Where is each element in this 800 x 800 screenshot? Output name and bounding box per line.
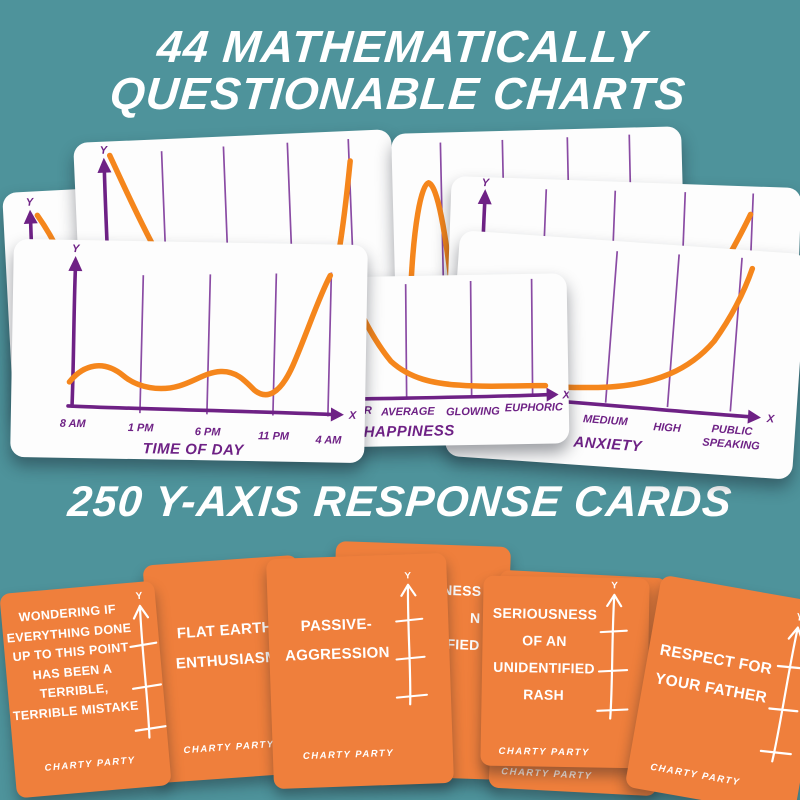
y-axis xyxy=(70,266,78,408)
y-axis-line xyxy=(129,604,167,739)
x-axis-label: X xyxy=(765,413,775,426)
y-axis-label: Y xyxy=(26,196,36,208)
y-axis-label: Y xyxy=(72,243,81,255)
chart-card-time-of-day: Y X 8 AM 1 PM 6 PM 11 PM 4 AM TIME OF DA… xyxy=(10,238,368,464)
card-y-axis: Y xyxy=(596,580,629,720)
y-axis-arrow-icon xyxy=(68,256,83,272)
happiness-tick-euphoric: EUPHORIC xyxy=(505,401,564,414)
y-axis-label: Y xyxy=(404,571,412,582)
x-axis xyxy=(66,404,334,417)
x-axis-arrow-icon xyxy=(330,407,344,422)
rash-text: SERIOUSNESS OF AN UNIDENTIFIED RASH xyxy=(483,600,605,710)
y-axis-label: Y xyxy=(482,177,491,189)
x-axis-arrow-icon xyxy=(747,409,761,424)
card-y-axis: Y xyxy=(759,612,800,763)
headline-charts-line2: QUESTIONABLE CHARTS xyxy=(107,67,689,119)
y-axis-line xyxy=(759,626,800,763)
time-tick-4am: 4 AM xyxy=(314,434,342,446)
anxiety-tick-medium: MEDIUM xyxy=(583,413,629,428)
gridlines xyxy=(139,272,333,417)
orange-curve xyxy=(66,272,334,398)
gridlines xyxy=(358,278,534,399)
passive-aggression-text: PASSIVE- AGGRESSION xyxy=(272,609,402,671)
passive-aggression-line: AGGRESSION xyxy=(284,643,391,665)
headline-charts: 44 MATHEMATICALLY QUESTIONABLE CHARTS xyxy=(0,21,800,119)
orange-curve xyxy=(343,278,549,390)
rash-line: SERIOUSNESS xyxy=(492,604,598,623)
y-axis-line xyxy=(596,593,629,720)
happiness-tick-average: AVERAGE xyxy=(380,406,435,419)
headline-charts-line1: 44 MATHEMATICALLY xyxy=(155,21,650,72)
brand-logo: CHARTY PARTY xyxy=(183,738,275,757)
time-of-day-chart: Y X 8 AM 1 PM 6 PM 11 PM 4 AM TIME OF DA… xyxy=(60,243,357,459)
y-axis-arrow-icon xyxy=(97,157,112,174)
passive-aggression-line: PASSIVE- xyxy=(300,615,373,636)
y-axis-label: Y xyxy=(611,580,618,591)
brand-logo: CHARTY PARTY xyxy=(44,754,137,774)
time-tick-1pm: 1 PM xyxy=(128,422,155,434)
x-axis-label: X xyxy=(348,410,357,422)
brand-logo: CHARTY PARTY xyxy=(649,761,742,789)
x-axis-arrow-icon xyxy=(546,387,559,402)
anxiety-tick-public: PUBLIC xyxy=(711,423,754,438)
rash-line: RASH xyxy=(523,686,565,703)
rash-line: OF AN xyxy=(522,632,567,650)
gridlines xyxy=(604,251,743,412)
brand-logo: CHARTY PARTY xyxy=(302,747,395,763)
card-y-axis: Y xyxy=(395,571,428,706)
anxiety-tick-high: HIGH xyxy=(653,421,682,435)
time-tick-6pm: 6 PM xyxy=(195,426,222,438)
response-card-passive-aggression: PASSIVE- AGGRESSION Y CHARTY PARTY xyxy=(266,552,454,790)
y-axis-arrow-icon xyxy=(23,209,38,225)
headline-response-cards: 250 Y-AXIS RESPONSE CARDS xyxy=(0,478,800,526)
time-tick-11pm: 11 PM xyxy=(258,430,290,443)
time-axis-title: TIME OF DAY xyxy=(143,440,246,459)
brand-logo: CHARTY PARTY xyxy=(500,766,593,782)
happiness-axis-title: HAPPINESS xyxy=(363,422,454,441)
response-card-respect: RESPECT FOR YOUR FATHER Y CHARTY PARTY xyxy=(624,574,800,800)
brand-logo: CHARTY PARTY xyxy=(498,745,590,759)
happiness-tick-glowing: GLOWING xyxy=(446,405,500,418)
response-card-wondering: WONDERING IF EVERYTHING DONE UP TO THIS … xyxy=(0,580,172,799)
anxiety-axis-title: ANXIETY xyxy=(572,434,644,456)
response-card-rash: SERIOUSNESS OF AN UNIDENTIFIED RASH Y CH… xyxy=(480,575,650,769)
y-axis-line xyxy=(395,583,428,706)
headline-response-cards-line1: 250 Y-AXIS RESPONSE CARDS xyxy=(66,478,735,526)
y-axis-arrow-icon xyxy=(477,189,492,205)
y-axis-label: Y xyxy=(100,145,110,157)
card-y-axis: Y xyxy=(129,591,167,739)
y-axis-label: Y xyxy=(795,612,800,624)
respect-text: RESPECT FOR YOUR FATHER xyxy=(643,634,783,714)
wondering-text: WONDERING IF EVERYTHING DONE UP TO THIS … xyxy=(3,599,141,727)
rash-line: UNIDENTIFIED xyxy=(493,658,596,677)
x-axis-label: X xyxy=(562,389,570,401)
time-tick-8am: 8 AM xyxy=(60,418,87,430)
y-axis-label: Y xyxy=(135,591,143,603)
anxiety-tick-speaking: SPEAKING xyxy=(702,437,761,453)
